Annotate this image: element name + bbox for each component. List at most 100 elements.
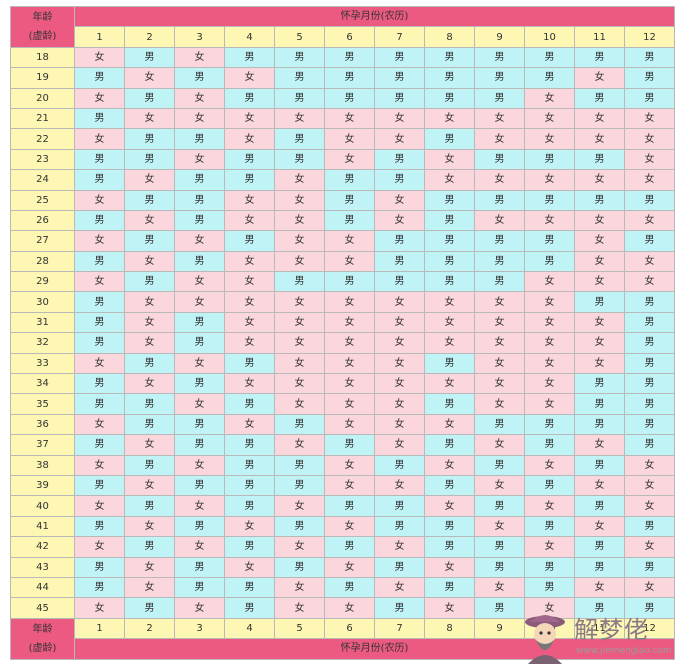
gender-cell: 女: [374, 128, 425, 150]
gender-cell: 女: [474, 332, 525, 354]
gender-cell: 男: [574, 597, 625, 619]
gender-cell: 女: [624, 250, 675, 273]
gender-cell: 男: [74, 556, 125, 578]
gender-cell: 男: [174, 332, 225, 354]
gender-cell: 女: [624, 209, 675, 232]
gender-cell: 男: [474, 46, 525, 69]
gender-cell: 男: [224, 352, 275, 375]
gender-cell: 女: [174, 87, 225, 109]
gender-cell: 男: [574, 148, 625, 171]
gender-cell: 女: [174, 597, 225, 619]
gender-cell: 男: [224, 46, 275, 69]
gender-cell: 女: [524, 332, 575, 354]
gender-cell: 女: [324, 454, 375, 476]
gender-cell: 男: [624, 413, 675, 436]
gender-cell: 男: [574, 556, 625, 578]
footer-month-6: 6: [324, 617, 375, 640]
gender-cell: 女: [124, 332, 175, 354]
gender-cell: 女: [624, 169, 675, 191]
footer-month-8: 8: [424, 617, 475, 640]
gender-cell: 女: [224, 67, 275, 89]
gender-cell: 女: [74, 230, 125, 252]
age-header: 年龄 (虚龄): [10, 6, 75, 48]
gender-cell: 男: [324, 434, 375, 456]
month-header-9: 9: [474, 26, 525, 48]
gender-cell: 女: [324, 250, 375, 273]
table-row: 36 女男男女男女女女男男男男: [10, 413, 675, 436]
age-cell: 18: [10, 46, 75, 69]
gender-cell: 女: [524, 536, 575, 558]
gender-cell: 男: [124, 189, 175, 211]
gender-cell: 男: [124, 271, 175, 293]
gender-cell: 女: [274, 169, 325, 191]
gender-cell: 女: [124, 250, 175, 273]
gender-cell: 女: [274, 291, 325, 313]
gender-cell: 女: [474, 515, 525, 538]
gender-cell: 男: [374, 454, 425, 476]
gender-prediction-chart: 年龄 (虚龄) 怀孕月份(农历) 1 2 3 4 5 6 7 8 9 10 11 12 18 女男女男男…: [10, 5, 675, 660]
gender-cell: 男: [324, 67, 375, 89]
gender-cell: 女: [174, 454, 225, 476]
month-header-1: 1: [74, 26, 125, 48]
gender-cell: 女: [474, 128, 525, 150]
gender-cell: 女: [174, 536, 225, 558]
gender-cell: 男: [574, 393, 625, 415]
gender-cell: 女: [224, 556, 275, 578]
gender-cell: 男: [74, 332, 125, 354]
gender-cell: 男: [624, 352, 675, 375]
age-cell: 40: [10, 495, 75, 517]
gender-cell: 男: [374, 169, 425, 191]
month-header-5: 5: [274, 26, 325, 48]
gender-cell: 男: [124, 413, 175, 436]
gender-cell: 女: [574, 271, 625, 293]
gender-cell: 女: [74, 597, 125, 619]
gender-cell: 男: [424, 250, 475, 273]
gender-cell: 女: [374, 332, 425, 354]
table-row: 35 男男女男女女女男女女男男: [10, 393, 675, 415]
gender-cell: 女: [274, 352, 325, 375]
gender-cell: 男: [224, 148, 275, 171]
gender-cell: 男: [474, 148, 525, 171]
gender-cell: 女: [374, 393, 425, 415]
gender-cell: 男: [274, 556, 325, 578]
gender-cell: 男: [74, 515, 125, 538]
age-cell: 37: [10, 434, 75, 456]
gender-cell: 男: [574, 46, 625, 69]
gender-cell: 女: [424, 311, 475, 334]
gender-cell: 女: [324, 413, 375, 436]
age-cell: 42: [10, 536, 75, 558]
gender-cell: 女: [274, 230, 325, 252]
age-cell: 31: [10, 311, 75, 334]
gender-cell: 男: [124, 393, 175, 415]
footer-month-12: 12: [624, 617, 675, 640]
gender-cell: 男: [274, 67, 325, 89]
gender-cell: 男: [424, 189, 475, 211]
gender-cell: 女: [574, 250, 625, 273]
gender-cell: 男: [424, 230, 475, 252]
gender-cell: 男: [274, 515, 325, 538]
gender-cell: 男: [74, 474, 125, 497]
gender-cell: 女: [124, 373, 175, 395]
gender-cell: 女: [474, 107, 525, 130]
gender-cell: 男: [424, 271, 475, 293]
gender-cell: 男: [374, 495, 425, 517]
gender-cell: 男: [474, 495, 525, 517]
gender-cell: 女: [224, 311, 275, 334]
gender-cell: 女: [374, 576, 425, 599]
gender-cell: 男: [224, 495, 275, 517]
gender-cell: 男: [324, 209, 375, 232]
gender-cell: 女: [574, 107, 625, 130]
gender-cell: 男: [124, 128, 175, 150]
gender-cell: 女: [524, 597, 575, 619]
age-cell: 24: [10, 169, 75, 191]
gender-cell: 女: [424, 413, 475, 436]
gender-cell: 男: [174, 311, 225, 334]
gender-cell: 女: [324, 597, 375, 619]
gender-cell: 男: [224, 230, 275, 252]
gender-cell: 男: [374, 271, 425, 293]
gender-cell: 男: [624, 291, 675, 313]
age-cell: 28: [10, 250, 75, 273]
gender-cell: 女: [524, 209, 575, 232]
gender-cell: 男: [624, 230, 675, 252]
gender-cell: 男: [474, 454, 525, 476]
